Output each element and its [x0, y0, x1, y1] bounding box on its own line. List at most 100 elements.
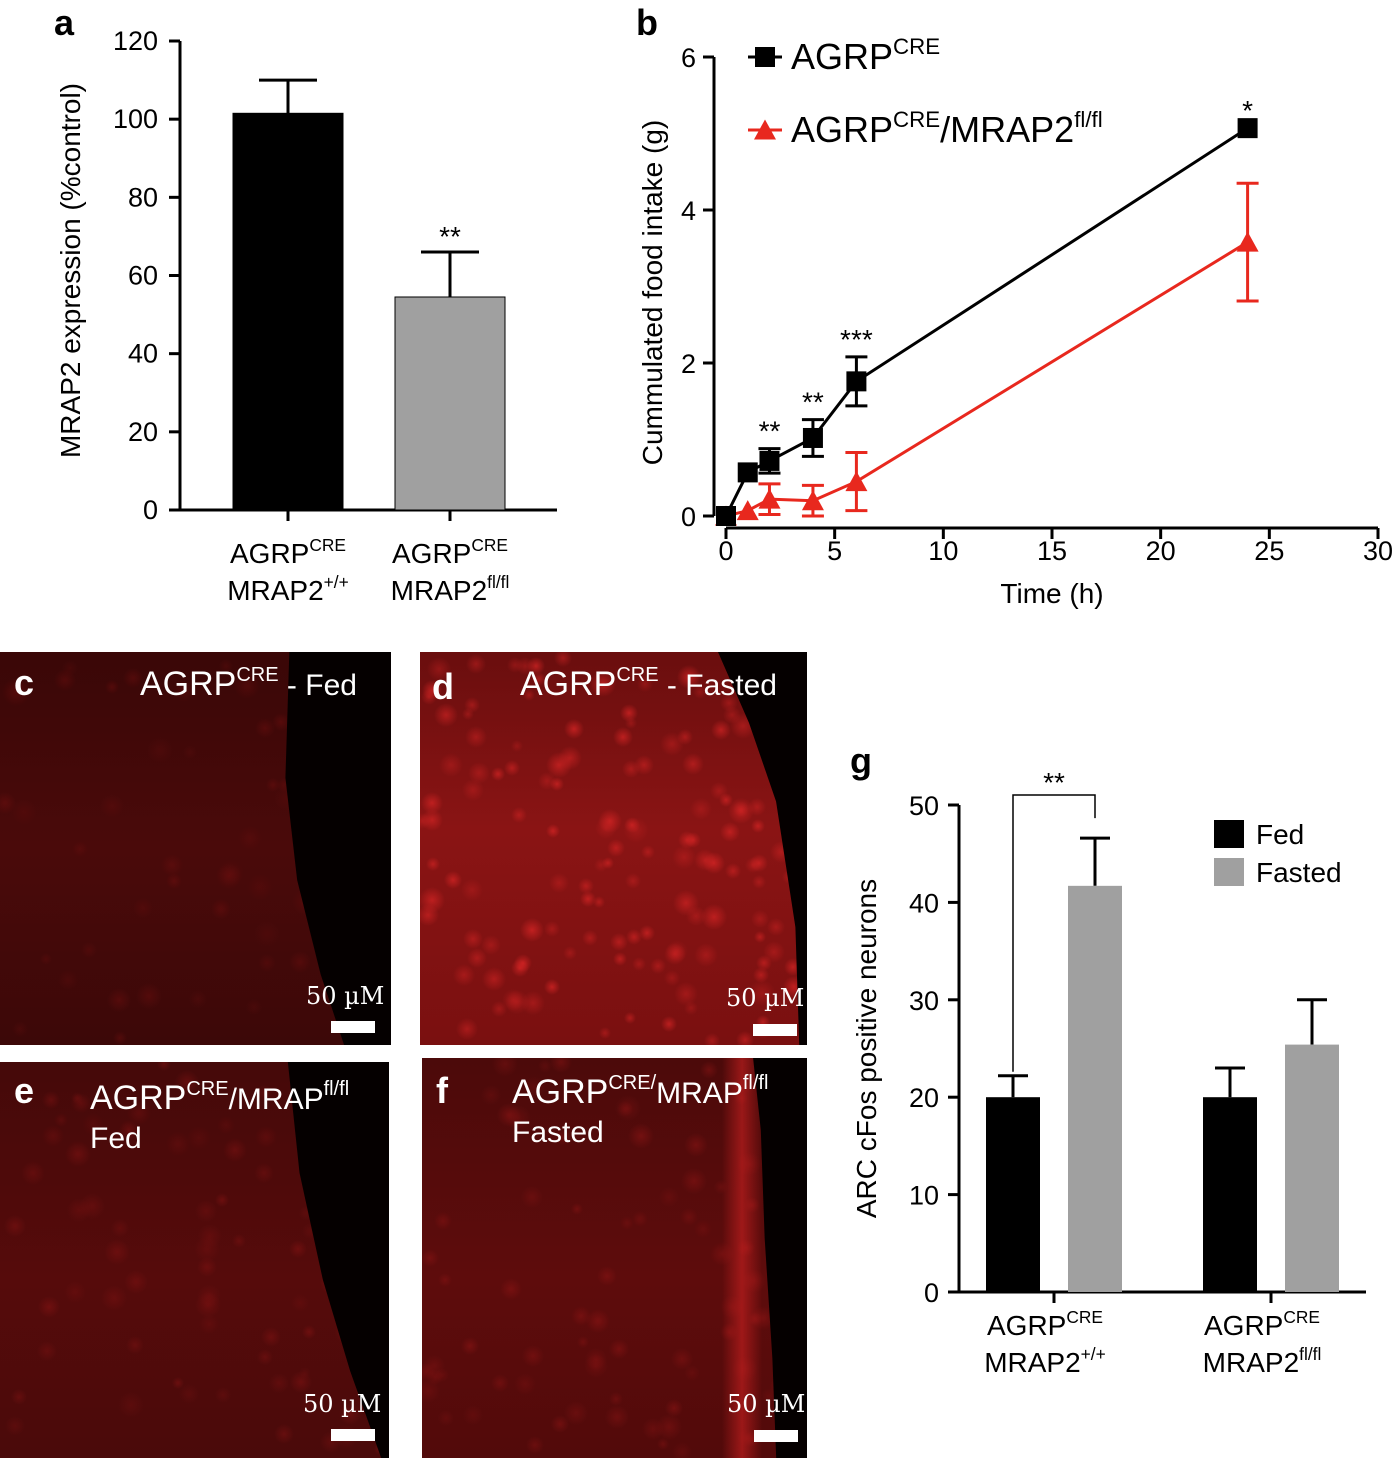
legend-label: Fed [1256, 819, 1304, 850]
data-point [755, 47, 775, 67]
data-point [802, 427, 823, 448]
panel-label: a [54, 2, 75, 43]
series-line [725, 240, 1249, 518]
label-superscript: CRE [1066, 1307, 1103, 1327]
panel-label: b [636, 2, 658, 43]
x-category-label: AGRPCRE [1204, 1307, 1320, 1341]
label-superscript: CRE [893, 107, 940, 132]
label-text: AGRP [230, 538, 309, 569]
panel-label: g [850, 740, 872, 781]
micrograph-title: AGRPCRE/MRAPfl/fl [512, 1072, 769, 1111]
x-tick-label: 25 [1254, 536, 1284, 566]
label-superscript: CRE [893, 34, 940, 59]
label-superscript: CRE [1283, 1307, 1320, 1327]
x-category-label: MRAP2+/+ [984, 1344, 1106, 1378]
y-tick-label: 100 [113, 104, 158, 134]
label-superscript: CRE [309, 535, 346, 555]
bar [394, 296, 506, 511]
y-tick-label: 40 [128, 339, 158, 369]
scale-bar-label: 50 µM [726, 984, 805, 1012]
scale-bar [754, 1430, 798, 1442]
y-tick-label: 10 [909, 1181, 939, 1211]
data-point [759, 450, 780, 471]
bar [1285, 1044, 1339, 1292]
label-superscript: +/+ [1081, 1344, 1106, 1364]
micrograph-c: c AGRPCRE - Fed 50 µM [0, 652, 391, 1045]
label-text: /MRAP2 [940, 109, 1074, 150]
label-text: MRAP2 [391, 575, 487, 606]
data-point [845, 471, 868, 492]
micrograph-f: f AGRPCRE/MRAPfl/fl Fasted 50 µM [422, 1058, 807, 1458]
data-point [801, 490, 824, 511]
scale-bar-label: 50 µM [303, 1390, 382, 1418]
panel-a-bar-chart: a 0 20 40 60 80 100 120 MRAP2 expression (%contr… [54, 2, 557, 606]
x-tick-label: 5 [827, 536, 842, 566]
data-point [737, 462, 758, 483]
y-axis-label: Cummulated food intake (g) [637, 120, 668, 466]
label-text: AGRP [791, 109, 893, 150]
x-category-label: MRAP2fl/fl [391, 572, 510, 606]
significance-marker: ** [802, 387, 824, 418]
micrograph-subtitle: Fed [90, 1122, 142, 1155]
label-text: AGRP [1204, 1310, 1283, 1341]
x-category-label: AGRPCRE [392, 535, 508, 569]
panel-label-c: c [14, 662, 35, 703]
panel-g-bar-chart: g 0 10 20 30 40 50 ARC cFos positive neurons AGR… [850, 740, 1366, 1378]
x-category-label: AGRPCRE [230, 535, 346, 569]
y-tick-label: 4 [681, 196, 696, 226]
x-axis-label: Time (h) [1000, 578, 1103, 609]
significance-marker: ** [759, 416, 781, 447]
significance-bracket [1012, 794, 1096, 1072]
y-tick-label: 2 [681, 349, 696, 379]
legend-swatch [1214, 858, 1244, 886]
data-point [754, 119, 776, 140]
x-tick-label: 30 [1363, 536, 1393, 566]
y-tick-label: 40 [909, 888, 939, 918]
panel-label-f: f [436, 1070, 448, 1111]
legend-label: AGRPCRE/MRAP2fl/fl [791, 107, 1103, 150]
label-superscript: fl/fl [487, 572, 509, 592]
micrograph-title: AGRPCRE - Fasted [520, 664, 777, 703]
significance-marker: ** [439, 221, 461, 252]
label-superscript: fl/fl [1299, 1344, 1321, 1364]
data-point [1236, 231, 1259, 252]
x-tick-label: 15 [1037, 536, 1067, 566]
y-tick-label: 120 [113, 26, 158, 56]
data-point [846, 371, 867, 392]
bar [1203, 1097, 1257, 1292]
legend-swatch [1214, 820, 1244, 848]
y-axis-label: ARC cFos positive neurons [851, 879, 882, 1218]
y-tick-label: 30 [909, 986, 939, 1016]
label-text: AGRP [987, 1310, 1066, 1341]
bar [232, 112, 344, 511]
y-tick-label: 20 [128, 417, 158, 447]
x-tick-label: 10 [928, 536, 958, 566]
y-tick-label: 50 [909, 791, 939, 821]
significance-marker: *** [840, 324, 873, 355]
scale-bar [753, 1024, 797, 1036]
data-point [758, 488, 781, 509]
x-tick-label: 0 [718, 536, 733, 566]
significance-marker: * [1242, 95, 1253, 126]
y-tick-label: 60 [128, 261, 158, 291]
label-superscript: CRE [471, 535, 508, 555]
label-superscript: +/+ [324, 572, 349, 592]
micrograph-subtitle: Fasted [512, 1116, 604, 1149]
tissue-edge [722, 1058, 762, 1458]
micrograph-d: d AGRPCRE - Fasted 50 µM [420, 652, 807, 1045]
data-point [716, 506, 736, 526]
label-text: MRAP2 [1203, 1347, 1299, 1378]
scale-bar [331, 1429, 375, 1441]
y-tick-label: 6 [681, 43, 696, 73]
scale-bar [331, 1021, 375, 1033]
y-tick-label: 0 [681, 502, 696, 532]
legend-label: AGRPCRE [791, 34, 940, 77]
panel-label-d: d [432, 666, 454, 707]
x-category-label: MRAP2+/+ [227, 572, 349, 606]
label-text: AGRP [392, 538, 471, 569]
x-category-label: AGRPCRE [987, 1307, 1103, 1341]
bar [986, 1097, 1040, 1292]
scale-bar-label: 50 µM [727, 1390, 806, 1418]
data-point [736, 500, 759, 521]
